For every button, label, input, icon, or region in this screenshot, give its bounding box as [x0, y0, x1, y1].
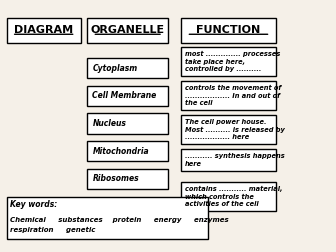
Text: ORGANELLE: ORGANELLE — [91, 25, 165, 35]
FancyBboxPatch shape — [181, 149, 276, 171]
Text: DIAGRAM: DIAGRAM — [14, 25, 73, 35]
FancyBboxPatch shape — [7, 197, 208, 239]
FancyBboxPatch shape — [87, 113, 168, 134]
FancyBboxPatch shape — [181, 81, 276, 110]
FancyBboxPatch shape — [181, 182, 276, 211]
Text: Mitochondria: Mitochondria — [92, 147, 149, 156]
FancyBboxPatch shape — [87, 86, 168, 106]
FancyBboxPatch shape — [181, 47, 276, 76]
FancyBboxPatch shape — [87, 58, 168, 78]
Text: most .............. processes
take place here,
controlled by ..........: most .............. processes take place… — [185, 51, 280, 72]
Text: ........... synthesis happens
here: ........... synthesis happens here — [185, 153, 285, 167]
FancyBboxPatch shape — [181, 115, 276, 144]
Text: contains ........... material,
which controls the
activities of the cell: contains ........... material, which con… — [185, 186, 282, 207]
Text: FUNCTION: FUNCTION — [196, 25, 261, 35]
FancyBboxPatch shape — [181, 18, 276, 43]
Text: respiration     genetic: respiration genetic — [10, 227, 95, 233]
Text: Ribosomes: Ribosomes — [92, 174, 139, 183]
Text: controls the movement of
.................. In and out of
the cell: controls the movement of ...............… — [185, 85, 281, 106]
FancyBboxPatch shape — [87, 18, 168, 43]
FancyBboxPatch shape — [87, 141, 168, 161]
Text: Key words:: Key words: — [10, 200, 57, 209]
Text: Chemical     substances    protein     energy     enzymes: Chemical substances protein energy enzym… — [10, 217, 229, 223]
Text: The cell power house.
Most .......... is released by
.................. here: The cell power house. Most .......... is… — [185, 119, 285, 140]
Text: Cytoplasm: Cytoplasm — [92, 64, 138, 73]
FancyBboxPatch shape — [87, 169, 168, 189]
FancyBboxPatch shape — [7, 18, 81, 43]
Text: Cell Membrane: Cell Membrane — [92, 91, 157, 100]
Text: Nucleus: Nucleus — [92, 119, 126, 128]
